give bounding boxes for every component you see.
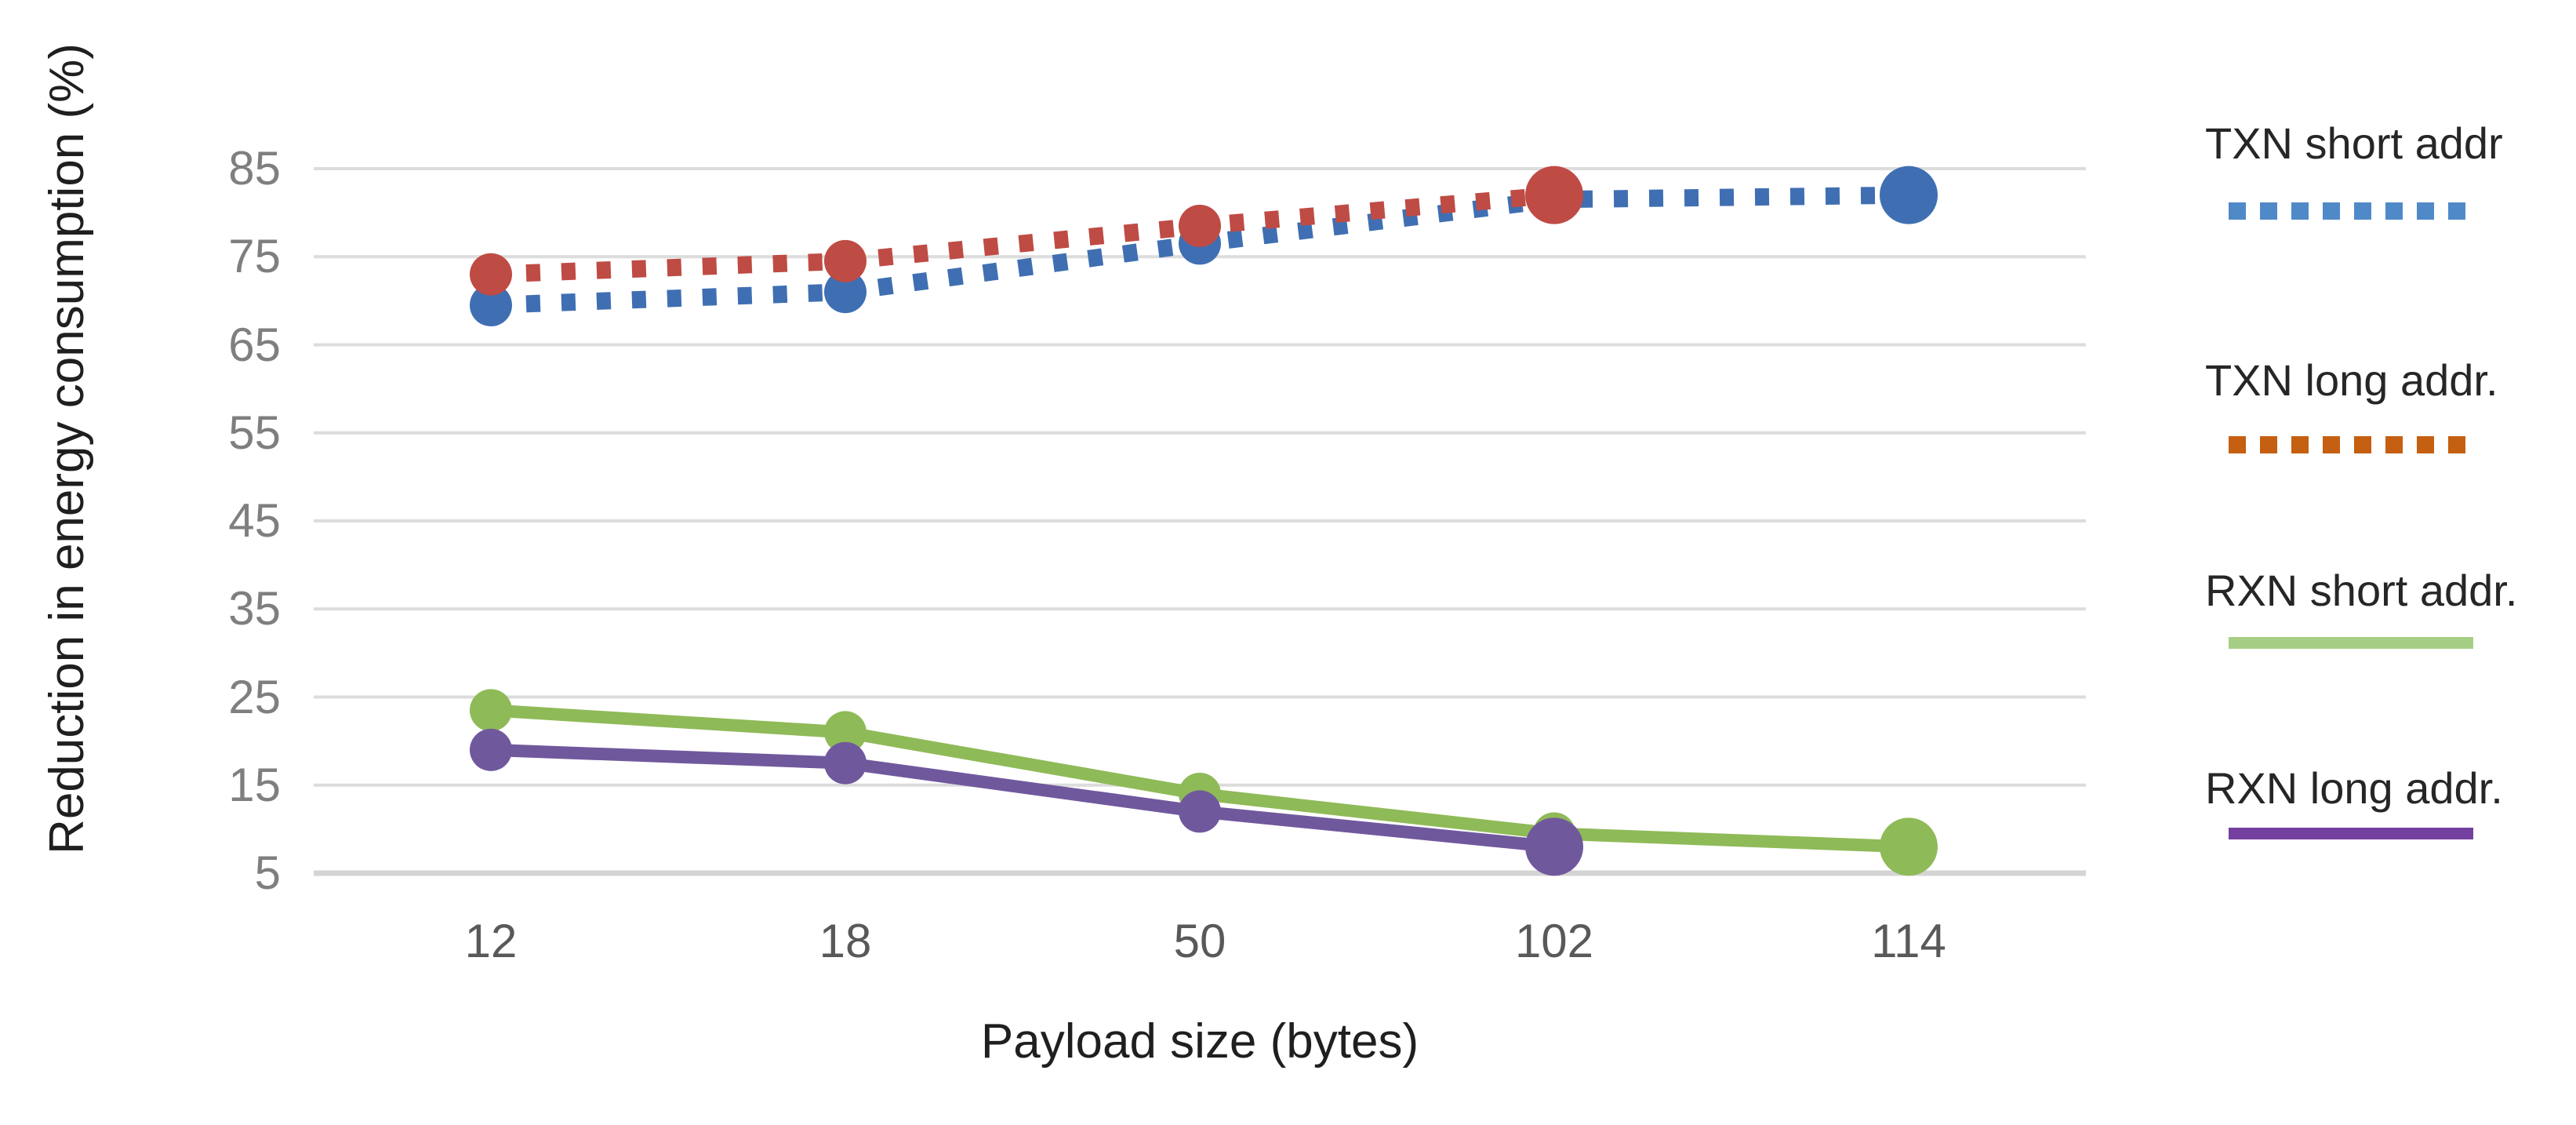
- legend-item-3-swatch: [2229, 637, 2473, 649]
- chart-legend: TXN short addr TXN long addr. RXN short ad…: [2188, 0, 2572, 1125]
- y-tick-label: 15: [228, 758, 281, 811]
- y-axis-title: Reduction in energy consumption (%): [40, 43, 94, 854]
- legend-dash: [2448, 436, 2465, 453]
- x-axis-title: Payload size (bytes): [980, 1014, 1419, 1069]
- data-point: [1525, 166, 1583, 224]
- legend-dash: [2291, 436, 2309, 453]
- y-tick-label: 35: [228, 582, 281, 635]
- data-point: [470, 283, 512, 326]
- legend-dash: [2417, 202, 2434, 220]
- y-tick-label: 65: [228, 318, 281, 371]
- data-point: [470, 253, 512, 296]
- legend-dash: [2291, 202, 2309, 220]
- data-point: [1525, 817, 1583, 876]
- legend-dash: [2417, 436, 2434, 453]
- y-tick-label: 55: [228, 406, 281, 459]
- legend-dash: [2354, 202, 2371, 220]
- data-point: [1880, 166, 1938, 224]
- data-point: [824, 271, 867, 314]
- legend-dash: [2229, 202, 2246, 220]
- x-tick-label: 18: [819, 915, 872, 967]
- y-tick-label: 75: [228, 230, 281, 283]
- legend-dash: [2260, 202, 2277, 220]
- legend-dash: [2229, 436, 2246, 453]
- data-point: [1179, 790, 1221, 833]
- legend-dash: [2323, 436, 2340, 453]
- legend-item-3-label: RXN short addr.: [2205, 566, 2518, 615]
- x-tick-label: 114: [1871, 915, 1946, 967]
- legend-dash: [2385, 202, 2403, 220]
- data-point: [824, 741, 867, 785]
- y-tick-label: 45: [228, 494, 281, 547]
- y-tick-label: 85: [228, 142, 281, 195]
- y-tick-label: 25: [228, 670, 281, 723]
- legend-dash: [2323, 202, 2340, 220]
- data-point: [824, 239, 867, 282]
- x-tick-label: 102: [1514, 915, 1594, 967]
- data-point: [470, 689, 512, 732]
- legend-dash: [2260, 436, 2277, 453]
- legend-item-2-swatch: [2229, 436, 2465, 453]
- legend-dash: [2448, 202, 2465, 220]
- x-tick-label: 50: [1173, 915, 1226, 967]
- series-line-2: [490, 186, 1555, 283]
- legend-item-4-label: RXN long addr.: [2205, 763, 2503, 813]
- data-point: [824, 711, 867, 754]
- data-point: [1880, 817, 1938, 876]
- data-point: [1179, 204, 1221, 247]
- legend-item-1-swatch: [2229, 202, 2465, 220]
- legend-dash: [2354, 436, 2371, 453]
- x-tick-label: 12: [464, 915, 518, 967]
- legend-item-2-label: TXN long addr.: [2205, 355, 2498, 405]
- y-tick-label: 5: [254, 846, 281, 899]
- legend-item-4-swatch: [2229, 828, 2473, 839]
- data-point: [470, 728, 512, 771]
- legend-dash: [2385, 436, 2403, 453]
- legend-item-1-label: TXN short addr: [2205, 118, 2503, 168]
- series-line-4: [490, 743, 1555, 854]
